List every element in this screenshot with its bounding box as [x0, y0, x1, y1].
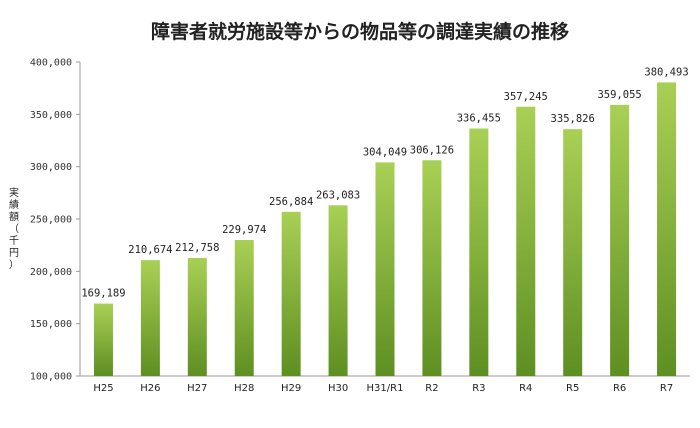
x-category-label: H27: [187, 383, 207, 394]
x-category-label: R7: [660, 383, 673, 394]
bar: [516, 106, 536, 376]
x-category-label: R5: [566, 383, 579, 394]
y-axis-label-char: 額: [9, 210, 19, 223]
y-axis-label-char: 績: [9, 198, 19, 211]
y-tick-label: 150,000: [30, 319, 72, 330]
bar-value-label: 256,884: [269, 196, 313, 208]
bar-value-label: 304,049: [363, 146, 407, 158]
y-tick-label: 200,000: [30, 267, 72, 278]
bar: [187, 257, 207, 376]
y-axis-label: 実績額（千円）: [9, 186, 19, 271]
bar-value-label: 169,189: [81, 288, 125, 300]
y-axis-label-char: 千: [9, 235, 19, 247]
bar-value-label: 336,455: [457, 113, 501, 125]
x-category-label: H26: [140, 383, 160, 394]
x-category-label: H25: [93, 383, 113, 394]
bar-value-label: 263,083: [316, 189, 360, 201]
y-tick-label: 350,000: [30, 110, 72, 121]
x-category-label: H30: [328, 383, 348, 394]
y-axis-label-char: （: [9, 223, 19, 235]
bar: [657, 82, 677, 376]
x-axis-labels: H25 H26 H27 H28 H29 H30 H31/R1 R2 R3 R4 R5 R6 R7: [93, 383, 673, 394]
y-tick-label: 300,000: [30, 162, 72, 173]
x-category-label: R6: [613, 383, 626, 394]
bar: [563, 129, 583, 376]
y-tick-label: 400,000: [30, 58, 72, 69]
bar-value-label: 210,674: [128, 244, 172, 256]
bar-value-label: 380,493: [644, 66, 688, 78]
bar: [328, 205, 348, 376]
x-category-label: H28: [234, 383, 254, 394]
y-axis-label-char: 円: [9, 248, 19, 259]
bar: [140, 260, 160, 376]
bar: [422, 160, 442, 376]
bar: [469, 128, 489, 376]
y-tick-label: 100,000: [30, 372, 72, 383]
y-axis-label-char: 実: [9, 186, 19, 199]
bars: [93, 82, 677, 376]
y-axis-label-char: ）: [9, 259, 19, 271]
x-category-label: R3: [472, 383, 485, 394]
bar-value-label: 335,826: [551, 113, 595, 125]
chart-title: 障害者就労施設等からの物品等の調達実績の推移: [151, 20, 569, 43]
y-tick-label: 250,000: [30, 215, 72, 226]
bar-value-label: 357,245: [504, 91, 548, 103]
bar: [610, 104, 630, 376]
bar-value-label: 212,758: [175, 242, 219, 254]
bar: [93, 303, 113, 376]
bar: [375, 162, 395, 376]
x-category-label: R2: [425, 383, 438, 394]
y-axis-ticks: 100,000 150,000 200,000 250,000 300,000 350,0…: [30, 58, 80, 383]
x-category-label: H29: [281, 383, 301, 394]
x-category-label: R4: [519, 383, 532, 394]
bar-value-label: 359,055: [597, 89, 641, 101]
x-category-label: H31/R1: [367, 383, 404, 394]
bar: [281, 211, 301, 376]
bar: [234, 239, 254, 376]
bar-value-label: 229,974: [222, 224, 266, 236]
bar-value-label: 306,126: [410, 144, 454, 156]
